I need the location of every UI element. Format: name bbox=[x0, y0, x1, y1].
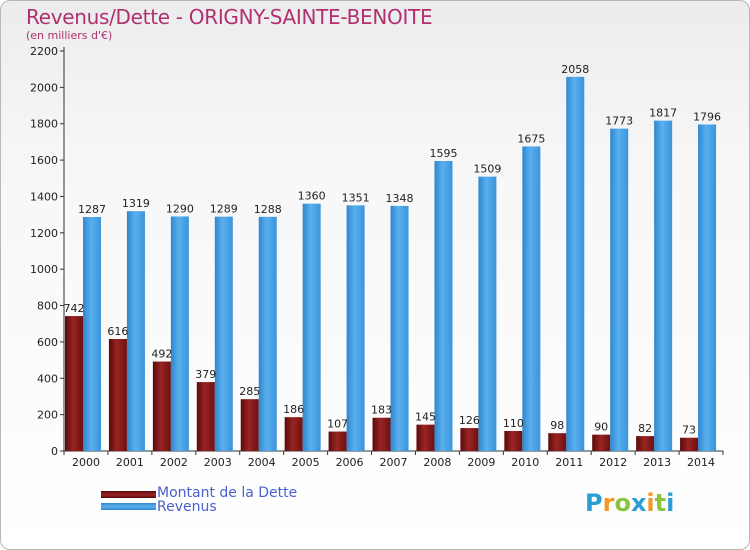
dette-bar-label: 616 bbox=[107, 325, 128, 338]
x-tick-label: 2006 bbox=[336, 456, 364, 469]
x-tick-label: 2014 bbox=[687, 456, 715, 469]
dette-bar bbox=[636, 436, 655, 451]
x-tick-label: 2005 bbox=[292, 456, 320, 469]
revenus-bar-label: 1289 bbox=[210, 203, 238, 216]
revenus-bar bbox=[478, 176, 497, 452]
y-tick-label: 2000 bbox=[30, 81, 58, 94]
x-tick-label: 2011 bbox=[555, 456, 583, 469]
revenus-bar bbox=[302, 203, 321, 451]
revenus-bar bbox=[654, 120, 673, 452]
dette-bar bbox=[284, 417, 303, 451]
x-tick-label: 2002 bbox=[160, 456, 188, 469]
revenus-bar-label: 1360 bbox=[298, 190, 326, 203]
chart-title: Revenus/Dette - ORIGNY-SAINTE-BENOITE bbox=[26, 5, 433, 29]
dette-bar-label: 183 bbox=[371, 404, 392, 417]
x-tick-label: 2004 bbox=[248, 456, 276, 469]
y-tick-label: 800 bbox=[37, 300, 58, 313]
dette-bar-label: 73 bbox=[682, 424, 696, 437]
x-tick-label: 2003 bbox=[204, 456, 232, 469]
dette-bar-label: 98 bbox=[550, 419, 564, 432]
revenus-bar-label: 1351 bbox=[342, 191, 370, 204]
revenus-bar bbox=[610, 128, 629, 451]
dette-bar-label: 492 bbox=[151, 348, 172, 361]
proxiti-logo: Proxiti bbox=[585, 489, 675, 517]
dette-bar-label: 186 bbox=[283, 403, 304, 416]
legend-label-revenus: Revenus bbox=[157, 499, 217, 515]
dette-bar-label: 285 bbox=[239, 385, 260, 398]
y-tick-label: 1000 bbox=[30, 263, 58, 276]
revenus-bar-label: 1773 bbox=[605, 115, 633, 128]
dette-bar bbox=[328, 431, 347, 451]
value-labels: 742 1287 616 1319 492 1290 379 1289 285 1288 186 13… bbox=[64, 63, 722, 437]
revenus-bar bbox=[434, 161, 453, 451]
dette-bar bbox=[416, 424, 435, 451]
dette-bar bbox=[65, 316, 83, 451]
y-tick-label: 1400 bbox=[30, 190, 58, 203]
revenus-bar bbox=[390, 205, 409, 451]
dette-bar bbox=[592, 434, 611, 451]
x-tick-label: 2007 bbox=[380, 456, 408, 469]
revenus-bar-label: 1595 bbox=[429, 147, 457, 160]
revenus-bar bbox=[522, 146, 541, 452]
revenus-bar bbox=[698, 124, 717, 452]
x-tick-label: 2000 bbox=[72, 456, 100, 469]
revenus-bar-label: 1817 bbox=[649, 107, 677, 120]
revenus-bar-label: 1675 bbox=[517, 132, 545, 145]
dette-bar-label: 126 bbox=[459, 414, 480, 427]
revenus-bar-label: 1290 bbox=[166, 202, 194, 215]
x-tick-label: 2013 bbox=[643, 456, 671, 469]
revenus-bar-label: 1796 bbox=[693, 110, 721, 123]
dette-bar-label: 379 bbox=[195, 368, 216, 381]
x-tick-label: 2012 bbox=[599, 456, 627, 469]
y-tick-label: 1600 bbox=[30, 154, 58, 167]
axes: 0 200 400 600 800 1000 1200 1400 1600 1800 2000 220… bbox=[30, 45, 724, 469]
revenus-bar bbox=[126, 211, 145, 451]
revenus-bar-label: 1319 bbox=[122, 197, 150, 210]
dette-bar bbox=[680, 437, 699, 451]
dette-bar-label: 145 bbox=[415, 411, 436, 424]
dette-bar bbox=[460, 428, 479, 451]
revenus-bar bbox=[346, 205, 365, 451]
x-tick-label: 2008 bbox=[423, 456, 451, 469]
dette-bar bbox=[504, 431, 523, 451]
x-tick-label: 2009 bbox=[467, 456, 495, 469]
dette-bar bbox=[548, 433, 567, 451]
revenus-bar bbox=[566, 76, 585, 452]
revenus-bar bbox=[83, 217, 101, 451]
x-tick-label: 2010 bbox=[511, 456, 539, 469]
revenus-bar bbox=[214, 216, 233, 451]
dette-bar-label: 107 bbox=[327, 418, 348, 431]
legend-swatch-dette bbox=[101, 491, 156, 498]
y-tick-label: 400 bbox=[37, 372, 58, 385]
revenus-bar-label: 2058 bbox=[561, 63, 589, 76]
x-tick-label: 2001 bbox=[116, 456, 144, 469]
y-tick-label: 2200 bbox=[30, 45, 58, 58]
revenus-bar-label: 1287 bbox=[78, 203, 106, 216]
revenus-bar bbox=[258, 216, 277, 451]
dette-bar bbox=[240, 399, 259, 451]
y-tick-label: 600 bbox=[37, 336, 58, 349]
revenus-bar-label: 1509 bbox=[473, 163, 501, 176]
legend-swatch-revenus bbox=[101, 503, 156, 510]
dette-bar bbox=[108, 339, 127, 451]
dette-bar bbox=[372, 417, 391, 451]
legend-label-dette: Montant de la Dette bbox=[157, 485, 298, 501]
y-tick-label: 200 bbox=[37, 409, 58, 422]
bars bbox=[65, 76, 717, 452]
chart-subtitle: (en milliers d'€) bbox=[26, 29, 113, 42]
dette-bar-label: 90 bbox=[594, 421, 608, 434]
dette-bar-label: 82 bbox=[638, 422, 652, 435]
revenus-bar bbox=[170, 216, 189, 451]
revenus-bar-label: 1348 bbox=[386, 192, 414, 205]
dette-bar-label: 742 bbox=[64, 302, 85, 315]
y-tick-label: 1800 bbox=[30, 118, 58, 131]
dette-bar bbox=[152, 361, 171, 451]
y-tick-label: 1200 bbox=[30, 227, 58, 240]
y-tick-label: 0 bbox=[51, 445, 58, 458]
revenus-bar-label: 1288 bbox=[254, 203, 282, 216]
dette-bar-label: 110 bbox=[503, 417, 524, 430]
dette-bar bbox=[196, 382, 215, 451]
